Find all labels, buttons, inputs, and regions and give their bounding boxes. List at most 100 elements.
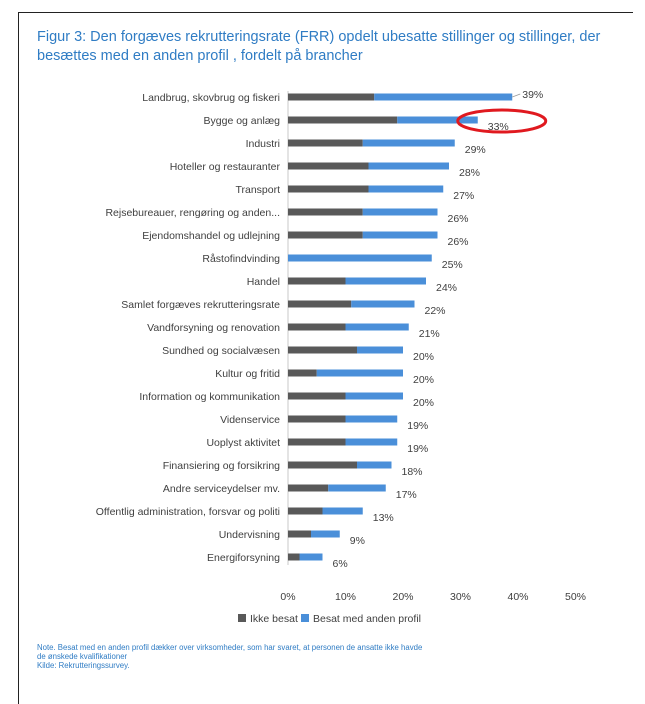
bar-besat-anden-profil — [345, 277, 426, 285]
data-label: 24% — [436, 282, 457, 294]
bar-ikke-besat — [288, 93, 375, 101]
bar-ikke-besat — [288, 162, 369, 170]
note-line-1: Note. Besat med en anden profil dækker o… — [37, 643, 423, 652]
category-label: Finansiering og forsikring — [163, 460, 280, 472]
x-tick-label: 40% — [507, 591, 528, 603]
category-label: Industri — [246, 138, 280, 150]
bar-besat-anden-profil — [322, 507, 363, 515]
bar-ikke-besat — [288, 185, 369, 193]
category-label: Vandforsyning og renovation — [147, 322, 280, 334]
category-label: Videnservice — [220, 414, 280, 426]
frame-left-border — [18, 12, 19, 704]
category-label: Kultur og fritid — [215, 368, 280, 380]
data-label-leader-line — [512, 93, 521, 98]
data-label: 13% — [373, 512, 394, 524]
bar-besat-anden-profil — [368, 162, 449, 170]
category-label: Offentlig administration, forsvar og pol… — [96, 506, 280, 518]
data-label: 20% — [413, 397, 434, 409]
highlight-ellipse — [456, 108, 548, 134]
data-label: 17% — [396, 489, 417, 501]
category-label: Undervisning — [219, 529, 280, 541]
x-tick-label: 50% — [565, 591, 586, 603]
category-label: Energiforsyning — [207, 552, 280, 564]
x-tick-label: 10% — [335, 591, 356, 603]
data-label: 26% — [448, 213, 469, 225]
bar-chart: Landbrug, skovbrug og fiskeri 39% Bygge og… — [96, 89, 586, 625]
bar-besat-anden-profil — [311, 530, 340, 538]
category-label: Sundhed og socialvæsen — [162, 345, 280, 357]
category-label: Andre serviceydelser mv. — [163, 483, 280, 495]
data-label: 27% — [453, 190, 474, 202]
category-label: Bygge og anlæg — [204, 115, 281, 127]
data-label: 20% — [413, 374, 434, 386]
category-label: Transport — [235, 184, 280, 196]
bar-besat-anden-profil — [351, 300, 415, 308]
data-label: 39% — [522, 89, 543, 101]
data-label: 28% — [459, 167, 480, 179]
category-label: Råstofindvinding — [202, 253, 280, 265]
data-label: 19% — [407, 443, 428, 455]
data-label: 25% — [442, 259, 463, 271]
legend-swatch-besat-anden-profil — [301, 614, 309, 622]
bar-besat-anden-profil — [362, 139, 455, 147]
bar-ikke-besat — [288, 208, 363, 216]
bar-besat-anden-profil — [357, 461, 392, 469]
data-label: 22% — [425, 305, 446, 317]
legend-label: Besat med anden profil — [313, 613, 421, 625]
category-label: Handel — [247, 276, 280, 288]
data-label: 29% — [465, 144, 486, 156]
bar-ikke-besat — [288, 461, 357, 469]
frame-top-border — [18, 12, 633, 13]
bar-besat-anden-profil — [345, 438, 398, 446]
category-label: Hoteller og restauranter — [170, 161, 281, 173]
bar-ikke-besat — [288, 369, 317, 377]
legend-label: Ikke besat — [250, 613, 298, 625]
bar-ikke-besat — [288, 231, 363, 239]
bar-besat-anden-profil — [374, 93, 513, 101]
bar-ikke-besat — [288, 392, 346, 400]
bar-ikke-besat — [288, 415, 346, 423]
bar-ikke-besat — [288, 484, 329, 492]
bar-ikke-besat — [288, 139, 363, 147]
data-label: 20% — [413, 351, 434, 363]
data-label: 33% — [488, 121, 509, 133]
bar-ikke-besat — [288, 346, 357, 354]
category-label: Landbrug, skovbrug og fiskeri — [142, 92, 280, 104]
bar-ikke-besat — [288, 438, 346, 446]
x-tick-label: 30% — [450, 591, 471, 603]
bar-ikke-besat — [288, 507, 323, 515]
bar-besat-anden-profil — [368, 185, 444, 193]
data-label: 6% — [333, 558, 348, 570]
bar-besat-anden-profil — [362, 231, 438, 239]
bar-besat-anden-profil — [345, 323, 409, 331]
note-line-3: Kilde: Rekrutteringssurvey. — [37, 661, 130, 670]
chart-title: Figur 3: Den forgæves rekrutteringsrate … — [37, 29, 601, 64]
bar-besat-anden-profil — [328, 484, 386, 492]
bar-besat-anden-profil — [397, 116, 478, 124]
bar-besat-anden-profil — [299, 553, 323, 561]
bar-besat-anden-profil — [345, 392, 403, 400]
bar-ikke-besat — [288, 323, 346, 331]
data-label: 26% — [448, 236, 469, 248]
note-line-2: de ønskede kvalifikationer — [37, 652, 128, 661]
category-label: Uoplyst aktivitet — [206, 437, 280, 449]
x-tick-label: 20% — [392, 591, 413, 603]
bar-besat-anden-profil — [357, 346, 403, 354]
bar-ikke-besat — [288, 277, 346, 285]
category-label: Rejsebureauer, rengøring og anden... — [105, 207, 280, 219]
bar-besat-anden-profil — [316, 369, 403, 377]
data-label: 19% — [407, 420, 428, 432]
data-label: 9% — [350, 535, 365, 547]
bar-besat-anden-profil — [362, 208, 438, 216]
x-tick-label: 0% — [280, 591, 295, 603]
bar-ikke-besat — [288, 116, 398, 124]
bar-ikke-besat — [288, 530, 311, 538]
bar-besat-anden-profil — [288, 254, 432, 262]
category-label: Information og kommunikation — [139, 391, 280, 403]
legend-swatch-ikke-besat — [238, 614, 246, 622]
bar-besat-anden-profil — [345, 415, 398, 423]
bar-ikke-besat — [288, 553, 300, 561]
data-label: 18% — [402, 466, 423, 478]
data-label: 21% — [419, 328, 440, 340]
chart-note: Note. Besat med en anden profil dækker o… — [37, 643, 617, 670]
